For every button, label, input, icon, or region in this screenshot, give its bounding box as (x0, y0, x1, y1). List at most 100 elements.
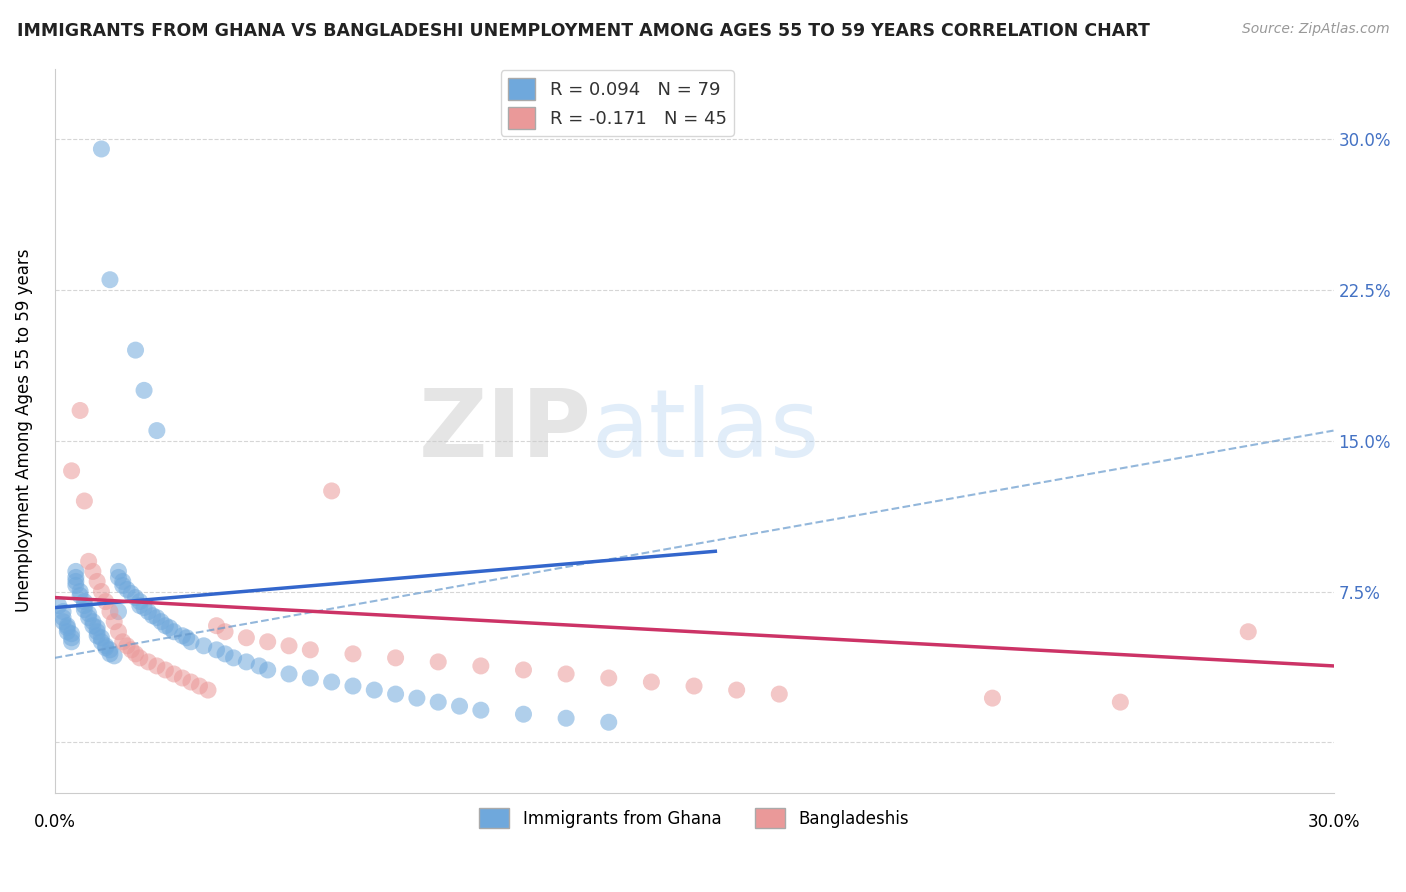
Point (56, 624, 79, 639)
Point (321, 675, 343, 690)
Point (103, 615, 125, 629)
Point (555, 667, 578, 681)
Point (90, 634, 112, 648)
Legend: Immigrants from Ghana, Bangladeshis: Immigrants from Ghana, Bangladeshis (472, 801, 915, 835)
Point (384, 651, 406, 665)
Point (124, 591, 146, 605)
Point (98, 643, 121, 657)
Point (60, 631, 83, 645)
Point (180, 675, 202, 690)
Point (115, 582, 138, 597)
Point (86, 574, 108, 589)
Point (235, 631, 257, 645)
Point (77, 554, 100, 568)
Text: 30.0%: 30.0% (1308, 813, 1360, 830)
Point (598, 715, 620, 730)
Point (146, 424, 169, 438)
Point (69, 584, 91, 599)
Point (98, 605, 121, 619)
Point (188, 679, 211, 693)
Point (98, 273, 121, 287)
Point (768, 687, 790, 701)
Point (256, 634, 278, 648)
Point (82, 618, 104, 632)
Point (94, 640, 117, 655)
Point (73, 494, 96, 508)
Point (111, 578, 134, 592)
Point (136, 605, 159, 619)
Point (598, 671, 620, 685)
Point (247, 659, 270, 673)
Point (90, 631, 112, 645)
Point (86, 629, 108, 643)
Point (142, 608, 165, 623)
Point (256, 663, 278, 677)
Point (981, 691, 1004, 706)
Point (155, 618, 177, 632)
Point (52, 605, 75, 619)
Point (124, 343, 146, 358)
Point (278, 639, 301, 653)
Point (222, 651, 245, 665)
Point (363, 683, 385, 698)
Point (65, 578, 87, 592)
Point (321, 483, 343, 498)
Point (128, 651, 150, 665)
Point (86, 624, 108, 639)
Point (52, 610, 75, 624)
Point (205, 618, 228, 632)
Point (82, 565, 104, 579)
Point (299, 643, 322, 657)
Point (449, 699, 471, 714)
Point (82, 615, 104, 629)
Point (77, 610, 100, 624)
Point (146, 659, 169, 673)
Point (299, 671, 322, 685)
Point (128, 594, 150, 608)
Point (163, 624, 186, 639)
Point (124, 647, 146, 661)
Point (512, 707, 534, 722)
Point (427, 655, 450, 669)
Point (60, 464, 83, 478)
Point (172, 671, 194, 685)
Point (155, 663, 177, 677)
Text: 0.0%: 0.0% (34, 813, 76, 830)
Point (60, 634, 83, 648)
Point (555, 711, 578, 725)
Point (406, 691, 429, 706)
Point (69, 403, 91, 417)
Point (48, 599, 70, 613)
Point (65, 565, 87, 579)
Y-axis label: Unemployment Among Ages 55 to 59 years: Unemployment Among Ages 55 to 59 years (15, 249, 32, 612)
Point (73, 594, 96, 608)
Point (214, 647, 236, 661)
Point (103, 648, 125, 663)
Text: Source: ZipAtlas.com: Source: ZipAtlas.com (1241, 22, 1389, 37)
Point (427, 695, 450, 709)
Point (1237, 624, 1260, 639)
Point (132, 384, 155, 398)
Point (107, 624, 129, 639)
Point (197, 683, 219, 698)
Point (725, 683, 748, 698)
Point (111, 634, 134, 648)
Point (163, 667, 186, 681)
Point (470, 659, 492, 673)
Point (278, 667, 301, 681)
Point (683, 679, 706, 693)
Point (470, 703, 492, 717)
Point (94, 639, 117, 653)
Point (107, 605, 129, 619)
Point (111, 574, 134, 589)
Point (120, 643, 142, 657)
Text: IMMIGRANTS FROM GHANA VS BANGLADESHI UNEMPLOYMENT AMONG AGES 55 TO 59 YEARS CORR: IMMIGRANTS FROM GHANA VS BANGLADESHI UNE… (17, 22, 1150, 40)
Text: atlas: atlas (592, 384, 820, 476)
Point (172, 629, 194, 643)
Point (128, 599, 150, 613)
Point (98, 647, 121, 661)
Point (512, 663, 534, 677)
Point (342, 647, 364, 661)
Point (65, 574, 87, 589)
Point (180, 634, 202, 648)
